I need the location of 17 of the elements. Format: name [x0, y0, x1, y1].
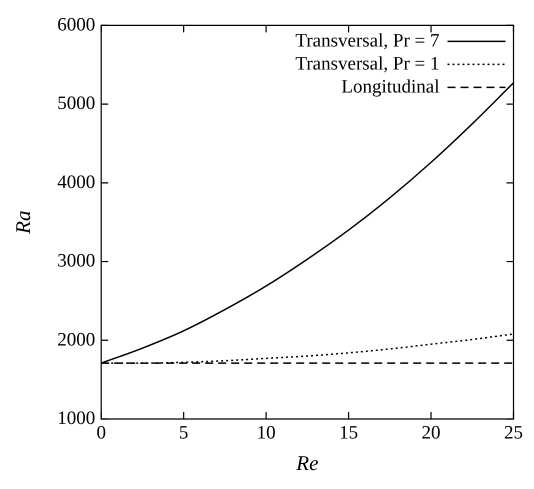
x-axis-title: Re: [295, 450, 318, 475]
legend-label: Transversal, Pr = 1: [295, 53, 440, 74]
y-tick-label: 6000: [57, 14, 96, 36]
y-tick-label: 5000: [57, 93, 96, 114]
y-tick-label: 2000: [57, 329, 96, 350]
legend-label: Longitudinal: [341, 76, 440, 98]
y-tick-label: 3000: [57, 250, 96, 272]
x-tick-label: 0: [96, 422, 106, 444]
y-axis-title: Ra: [11, 210, 36, 235]
x-tick-label: 20: [422, 422, 441, 444]
x-tick-label: 10: [256, 422, 276, 444]
legend-label: Transversal, Pr = 7: [295, 30, 440, 52]
y-tick-label: 1000: [57, 408, 96, 429]
x-tick-label: 5: [178, 422, 188, 444]
y-tick-label: 4000: [57, 172, 96, 193]
x-tick-label: 15: [339, 422, 358, 444]
x-tick-label: 25: [504, 422, 523, 444]
